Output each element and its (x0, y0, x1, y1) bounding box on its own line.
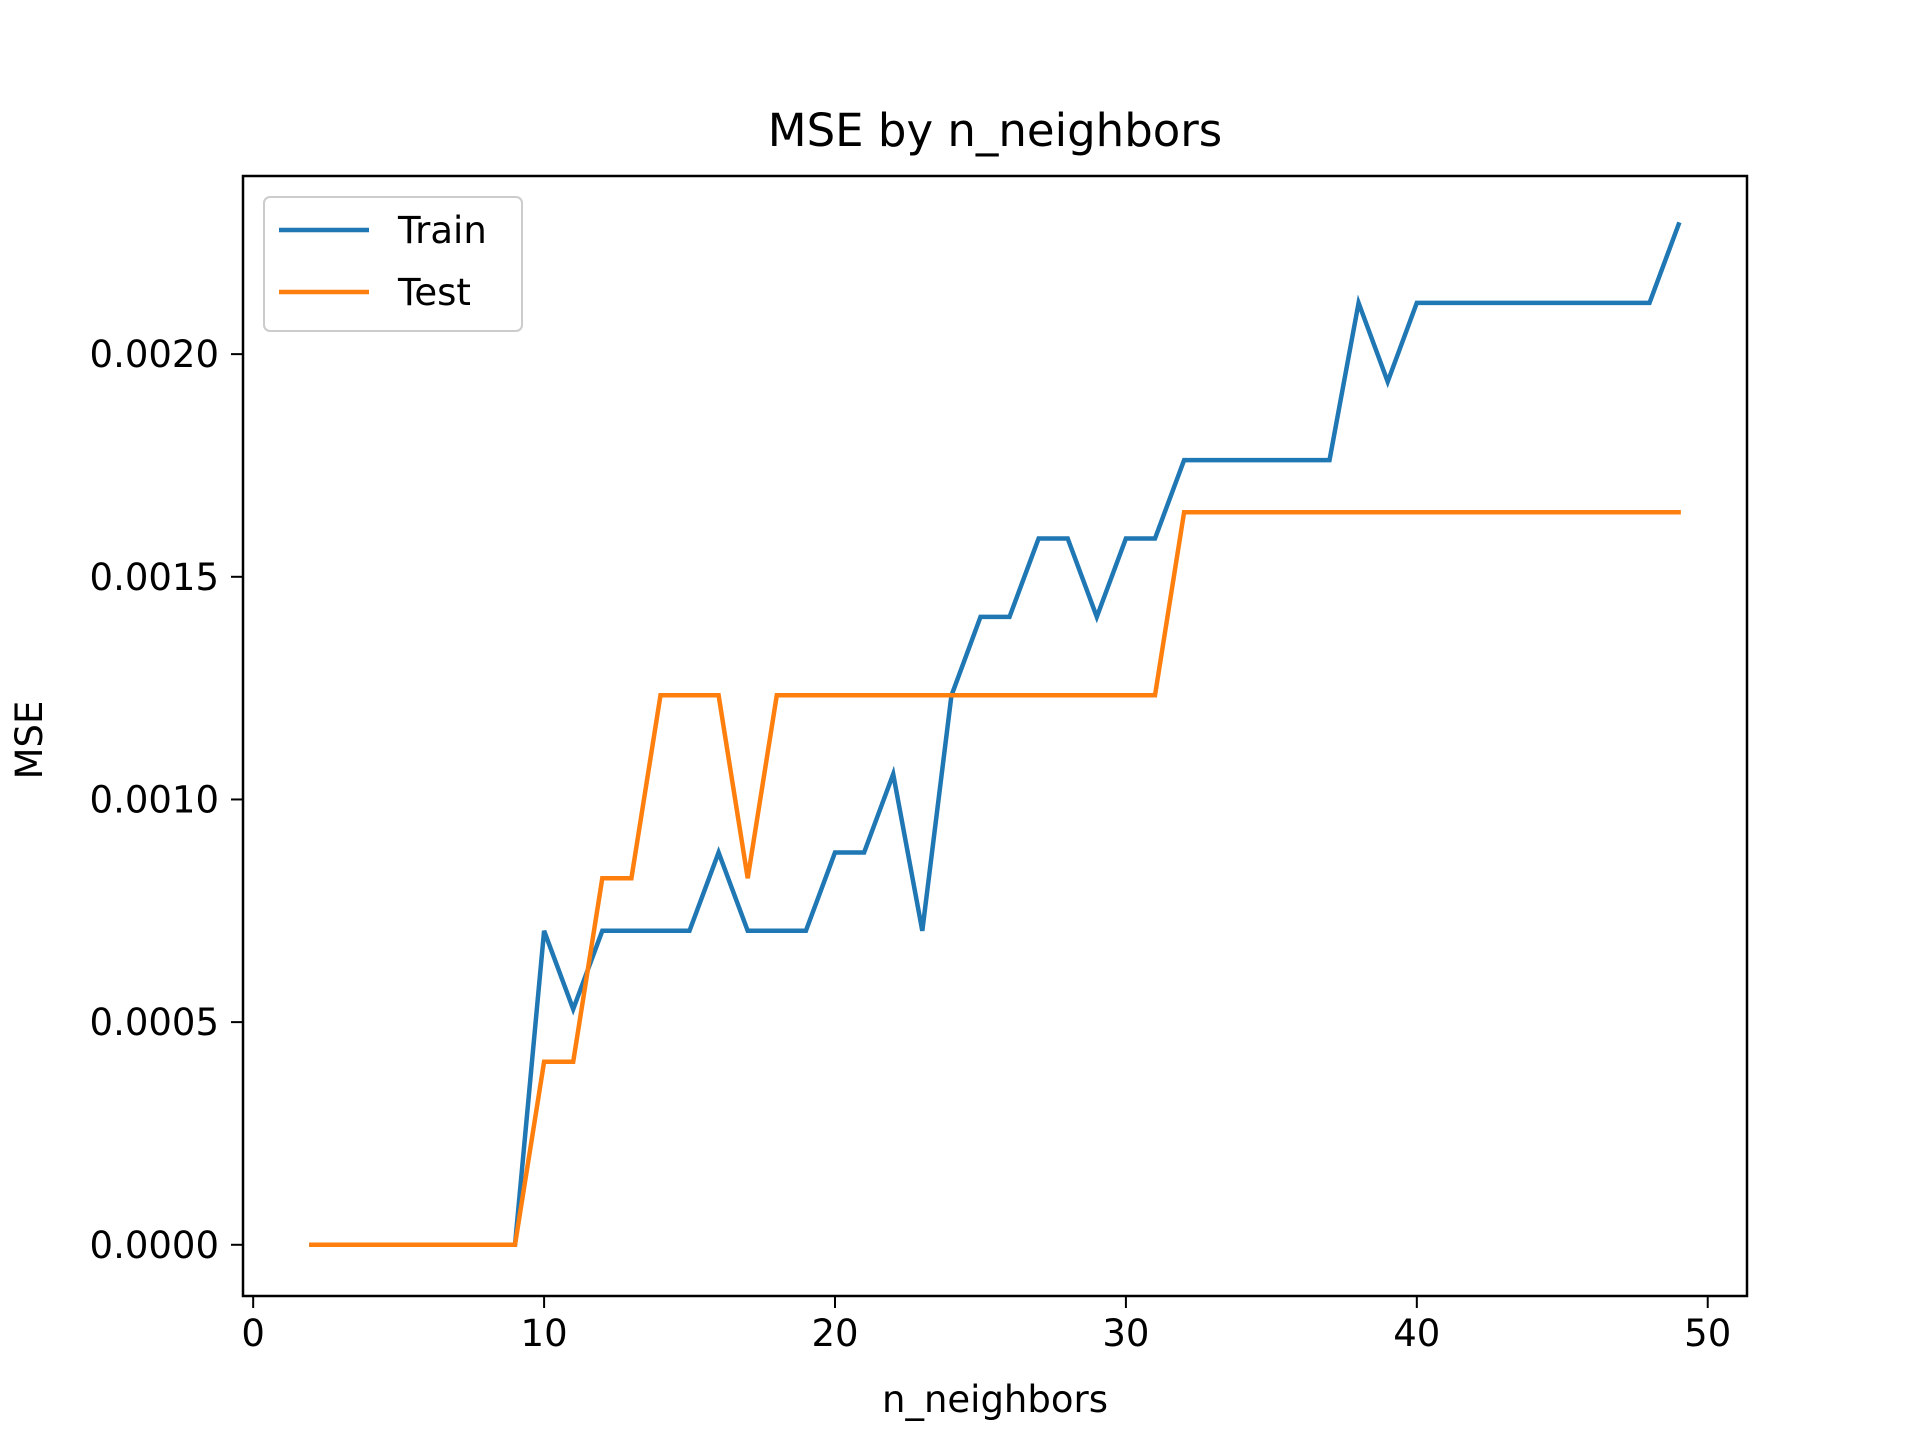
y-axis-title: MSE (8, 701, 51, 780)
x-tick-label: 50 (1684, 1312, 1731, 1355)
y-tick-label: 0.0015 (90, 556, 219, 599)
x-tick-label: 20 (811, 1312, 858, 1355)
x-tick-label: 0 (241, 1312, 265, 1355)
chart-title: MSE by n_neighbors (768, 104, 1222, 157)
series-line-test (309, 509, 1681, 1248)
y-tick-label: 0.0020 (90, 333, 219, 376)
y-tick-label: 0.0005 (90, 1001, 219, 1044)
series-lines (309, 221, 1682, 1248)
x-tick-label: 10 (521, 1312, 568, 1355)
plot-frame (241, 174, 1749, 1298)
y-axis-ticks: 0.0000 0.0005 0.0010 0.0015 0.0020 (90, 333, 243, 1267)
x-tick-label: 30 (1102, 1312, 1149, 1355)
x-tick-label: 40 (1393, 1312, 1440, 1355)
series-line-train (309, 221, 1682, 1248)
x-axis-title: n_neighbors (882, 1378, 1108, 1421)
y-tick-label: 0.0010 (90, 778, 219, 821)
legend-label-test: Test (397, 271, 471, 314)
legend-label-train: Train (397, 209, 487, 252)
x-axis-ticks: 0 10 20 30 40 50 (241, 1296, 1731, 1355)
y-tick-label: 0.0000 (90, 1224, 219, 1267)
legend: Train Test (263, 196, 523, 332)
